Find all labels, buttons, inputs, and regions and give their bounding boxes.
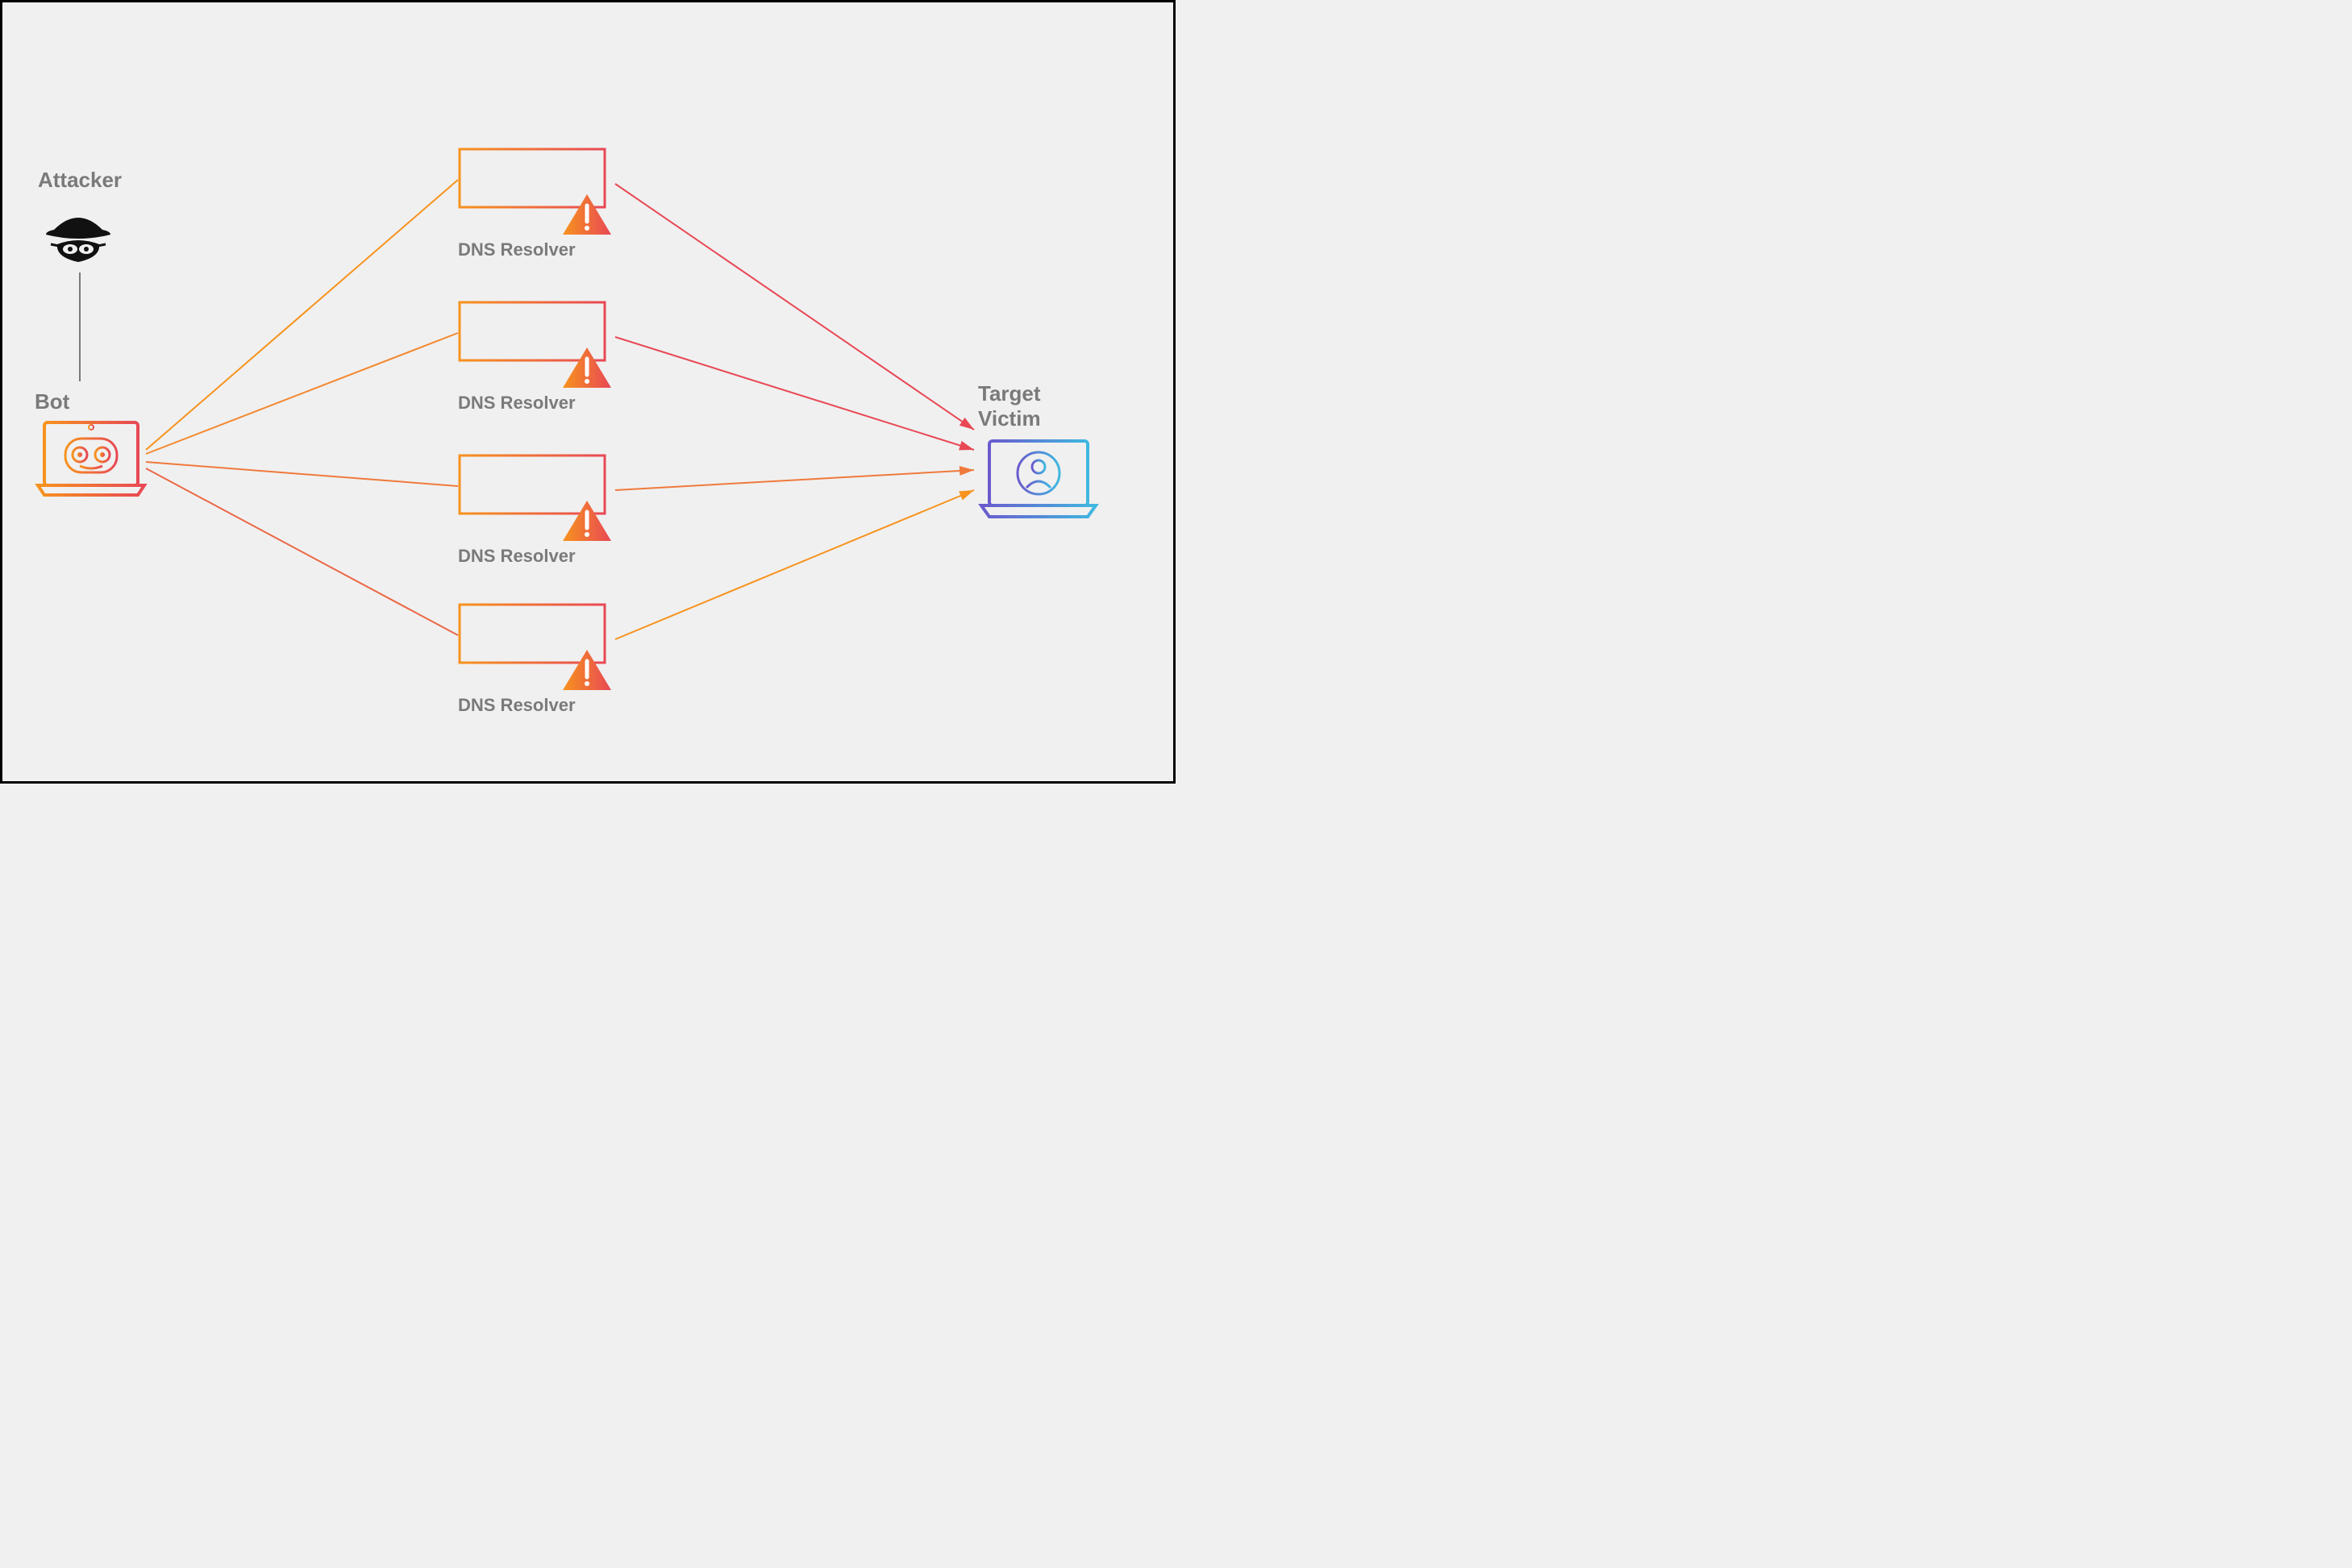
attacker-node: Attacker: [38, 168, 122, 278]
bot-icon: [35, 416, 148, 501]
dns-resolver-3: DNS Resolver: [458, 603, 619, 716]
dns-resolver-2: DNS Resolver: [458, 454, 619, 567]
server-icon: [458, 301, 619, 389]
bot-label: Bot: [35, 389, 148, 414]
victim-label-2: Victim: [978, 406, 1099, 431]
server-icon: [458, 148, 619, 236]
server-icon: [458, 454, 619, 543]
resolver-label: DNS Resolver: [458, 393, 619, 414]
victim-icon: [978, 435, 1099, 523]
dns-resolver-1: DNS Resolver: [458, 301, 619, 414]
attacker-icon: [38, 198, 119, 278]
dns-resolver-0: DNS Resolver: [458, 148, 619, 260]
server-icon: [458, 603, 619, 692]
bot-node: Bot: [35, 389, 148, 501]
victim-node: Target Victim: [978, 381, 1099, 523]
victim-label-1: Target: [978, 381, 1099, 406]
attacker-label: Attacker: [38, 168, 122, 193]
resolver-label: DNS Resolver: [458, 546, 619, 567]
resolver-label: DNS Resolver: [458, 239, 619, 260]
resolver-label: DNS Resolver: [458, 695, 619, 716]
